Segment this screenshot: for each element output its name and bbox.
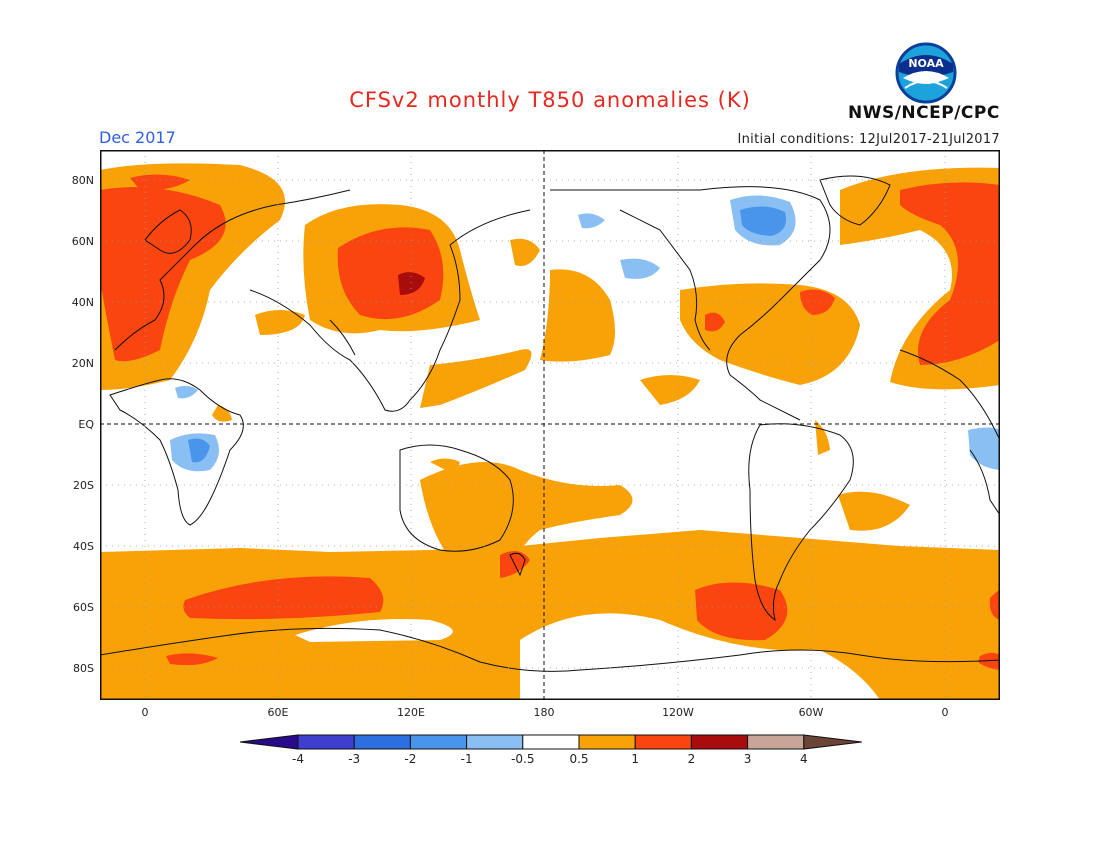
legend-swatch <box>409 734 468 750</box>
legend-tick-label: -0.5 <box>511 752 535 766</box>
color-legend <box>240 734 862 750</box>
forecast-month: Dec 2017 <box>99 128 176 147</box>
lat-label-80s: 80S <box>73 662 94 675</box>
legend-swatch <box>466 734 524 750</box>
lat-label-20s: 20S <box>73 479 94 492</box>
map-title: CFSv2 monthly T850 anomalies (K) <box>349 88 751 112</box>
noaa-logo-icon: NOAA <box>895 42 957 104</box>
legend-arrow-high <box>803 734 862 750</box>
legend-arrow-low <box>240 734 299 750</box>
map-frame <box>100 150 1000 700</box>
anomaly-fields <box>100 163 1000 700</box>
legend-tick-label: 1 <box>631 752 639 766</box>
lat-label-60s: 60S <box>73 601 94 614</box>
coastlines <box>100 175 1000 672</box>
legend-swatch <box>690 734 749 750</box>
lon-label-120e: 120E <box>397 706 425 719</box>
legend-tick-label: 4 <box>799 752 808 766</box>
graticule <box>100 150 1000 700</box>
lon-label-120w: 120W <box>662 706 694 719</box>
noaa-logo-text: NOAA <box>908 57 944 70</box>
lat-label-60n: 60N <box>71 235 94 248</box>
legend-swatch <box>578 734 636 750</box>
lat-label-40n: 40N <box>71 296 94 309</box>
lat-label-eq: EQ <box>78 418 94 431</box>
legend-tick-label: 3 <box>743 752 752 766</box>
lon-label-0-right: 0 <box>941 706 949 719</box>
legend-tick-label: -1 <box>460 752 473 766</box>
reference-lines <box>100 150 1000 700</box>
anomaly-map <box>100 150 1000 700</box>
lat-label-40s: 40S <box>73 540 94 553</box>
legend-tick-label: -3 <box>348 752 361 766</box>
legend-tick-label: -4 <box>292 752 304 766</box>
legend-swatch <box>634 734 692 750</box>
initial-conditions: Initial conditions: 12Jul2017-21Jul2017 <box>737 132 1000 147</box>
lat-label-80n: 80N <box>71 174 94 187</box>
legend-swatch <box>297 734 355 750</box>
lon-label-60w: 60W <box>798 706 824 719</box>
lon-label-60e: 60E <box>267 706 289 719</box>
legend-swatch <box>353 734 411 750</box>
agency-name: NWS/NCEP/CPC <box>848 103 1000 123</box>
lon-label-180: 180 <box>533 706 555 719</box>
legend-tick-label: -2 <box>404 752 417 766</box>
lon-label-0: 0 <box>141 706 149 719</box>
lat-label-20n: 20N <box>71 357 94 370</box>
legend-tick-label: 2 <box>687 752 696 766</box>
legend-tick-label: 0.5 <box>569 752 589 766</box>
legend-swatch <box>522 734 580 750</box>
legend-swatch <box>747 734 805 750</box>
